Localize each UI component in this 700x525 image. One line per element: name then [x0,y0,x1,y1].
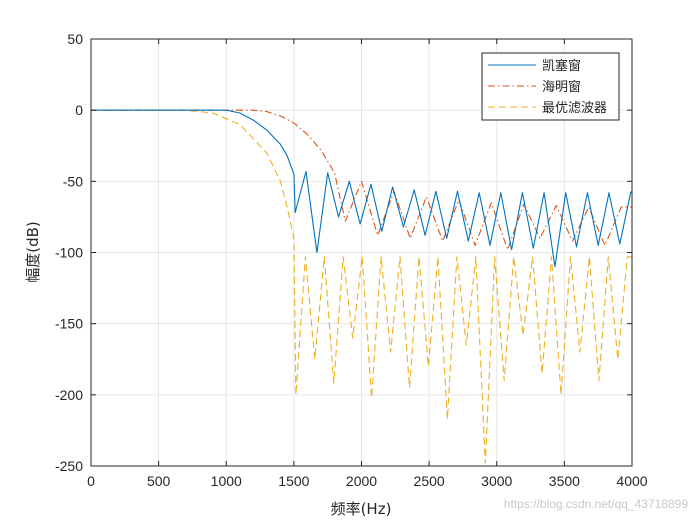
y-tick-label: -200 [55,387,83,403]
x-tick-label: 500 [147,473,171,489]
x-tick-label: 1000 [211,473,242,489]
watermark-text: https://blog.csdn.net/qq_43718899 [503,497,688,511]
ticks: 0 500 1000 1500 2000 2500 3000 3500 4000500-50-1… [55,31,648,489]
series-line-0 [91,109,633,268]
x-tick-label: 2500 [414,473,445,489]
legend: 凯塞窗 海明窗 最优滤波器 [481,52,620,121]
x-tick-label: 3000 [481,473,512,489]
x-tick-label: 0 [87,473,95,489]
y-tick-label: 50 [67,31,83,47]
x-axis-title: 频率(Hz) [331,500,392,518]
y-axis-title: 幅度(dB) [24,221,42,283]
x-tick-label: 3500 [549,473,580,489]
y-tick-label: -100 [55,245,83,261]
x-tick-label: 2000 [346,473,377,489]
legend-label-optimal: 最优滤波器 [542,101,607,116]
legend-label-hamming: 海明窗 [542,79,581,95]
y-tick-label: -50 [63,173,83,189]
y-tick-label: -250 [55,458,83,474]
x-tick-label: 1500 [278,473,309,489]
series-line-2 [91,109,632,464]
legend-label-kaiser: 凯塞窗 [542,58,581,74]
series-line-1 [91,109,632,251]
x-tick-label: 4000 [616,473,647,489]
series-layer [91,109,633,464]
y-tick-label: -150 [55,316,83,332]
y-tick-label: 0 [75,102,83,118]
